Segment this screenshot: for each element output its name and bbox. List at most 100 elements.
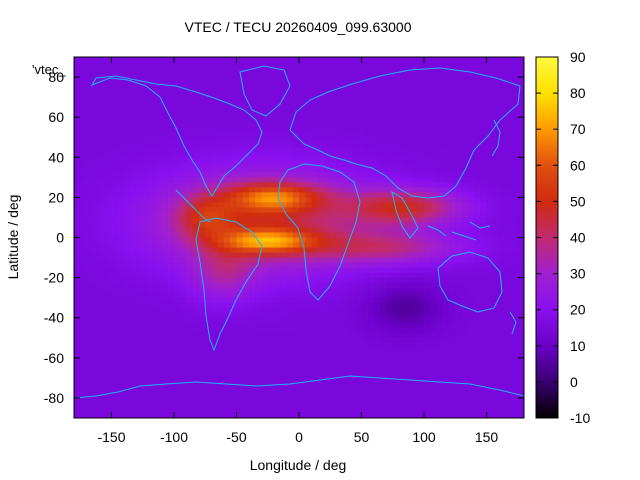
heatmap-cell (136, 107, 144, 113)
heatmap-cell (274, 82, 281, 88)
heatmap-cell (74, 202, 81, 209)
heatmap-cell (80, 297, 88, 304)
heatmap-cell (336, 232, 344, 239)
heatmap-cell (205, 162, 213, 168)
heatmap-cell (174, 287, 181, 294)
heatmap-cell (180, 257, 188, 264)
heatmap-cell (436, 82, 444, 88)
heatmap-cell (424, 297, 431, 304)
heatmap-cell (74, 102, 81, 108)
heatmap-cell (474, 242, 481, 249)
heatmap-cell (74, 217, 81, 224)
heatmap-cell (430, 337, 438, 344)
heatmap-cell (417, 82, 425, 88)
heatmap-cell (124, 302, 131, 309)
heatmap-cell (199, 202, 206, 209)
heatmap-cell (92, 327, 100, 334)
heatmap-cell (130, 92, 138, 98)
heatmap-cell (180, 252, 188, 259)
heatmap-cell (199, 177, 206, 183)
heatmap-cell (499, 102, 506, 108)
heatmap-cell (180, 352, 188, 359)
heatmap-cell (467, 362, 475, 369)
heatmap-cell (367, 322, 375, 329)
heatmap-cell (505, 92, 513, 98)
heatmap-cell (174, 237, 181, 244)
heatmap-cell (117, 262, 125, 269)
heatmap-cell (192, 132, 200, 138)
heatmap-cell (424, 192, 431, 198)
heatmap-cell (461, 257, 469, 264)
heatmap-cell (361, 317, 369, 324)
heatmap-cell (149, 317, 156, 324)
heatmap-cell (74, 62, 81, 68)
heatmap-cell (92, 142, 100, 148)
heatmap-cell (292, 62, 300, 68)
heatmap-cell (155, 377, 163, 384)
heatmap-cell (386, 232, 394, 239)
heatmap-cell (230, 147, 238, 153)
heatmap-cell (449, 252, 456, 259)
heatmap-cell (92, 252, 100, 259)
heatmap-cell (449, 307, 456, 314)
heatmap-cell (174, 232, 181, 239)
heatmap-cell (105, 307, 113, 314)
heatmap-cell (424, 372, 431, 379)
heatmap-cell (130, 172, 138, 178)
heatmap-cell (292, 57, 300, 63)
heatmap-cell (142, 122, 150, 128)
heatmap-cell (124, 257, 131, 264)
heatmap-cell (242, 92, 250, 98)
heatmap-cell (367, 252, 375, 259)
heatmap-cell (349, 192, 356, 198)
heatmap-cell (180, 122, 188, 128)
heatmap-cell (430, 177, 438, 183)
heatmap-cell (249, 282, 256, 289)
heatmap-cell (92, 302, 100, 309)
heatmap-cell (167, 307, 175, 314)
heatmap-cell (399, 372, 406, 379)
heatmap-cell (86, 287, 94, 294)
heatmap-cell (436, 377, 444, 384)
heatmap-cell (192, 332, 200, 339)
heatmap-cell (161, 217, 169, 224)
heatmap-cell (367, 92, 375, 98)
heatmap-cell (349, 297, 356, 304)
heatmap-cell (217, 292, 225, 299)
heatmap-cell (367, 187, 375, 193)
heatmap-cell (480, 257, 488, 264)
heatmap-cell (230, 122, 238, 128)
heatmap-cell (336, 292, 344, 299)
heatmap-cell (336, 147, 344, 153)
heatmap-cell (455, 257, 463, 264)
heatmap-cell (142, 252, 150, 259)
heatmap-cell (499, 227, 506, 234)
heatmap-cell (274, 182, 281, 188)
heatmap-cell (324, 357, 331, 364)
heatmap-cell (405, 212, 413, 219)
heatmap-cell (336, 197, 344, 203)
heatmap-cell (299, 297, 306, 304)
heatmap-cell (405, 82, 413, 88)
heatmap-cell (317, 302, 325, 309)
heatmap-cell (267, 172, 275, 178)
heatmap-cell (161, 77, 169, 83)
heatmap-cell (161, 392, 169, 399)
heatmap-cell (186, 282, 194, 289)
heatmap-cell (311, 367, 319, 374)
heatmap-cell (155, 152, 163, 158)
heatmap-cell (149, 307, 156, 314)
heatmap-cell (311, 207, 319, 214)
heatmap-cell (155, 77, 163, 83)
heatmap-cell (224, 97, 231, 103)
heatmap-cell (361, 202, 369, 209)
heatmap-cell (317, 237, 325, 244)
heatmap-cell (249, 297, 256, 304)
heatmap-cell (430, 217, 438, 224)
heatmap-cell (217, 167, 225, 173)
heatmap-cell (386, 92, 394, 98)
heatmap-cell (92, 122, 100, 128)
heatmap-cell (105, 387, 113, 394)
heatmap-cell (386, 187, 394, 193)
heatmap-cell (217, 347, 225, 354)
